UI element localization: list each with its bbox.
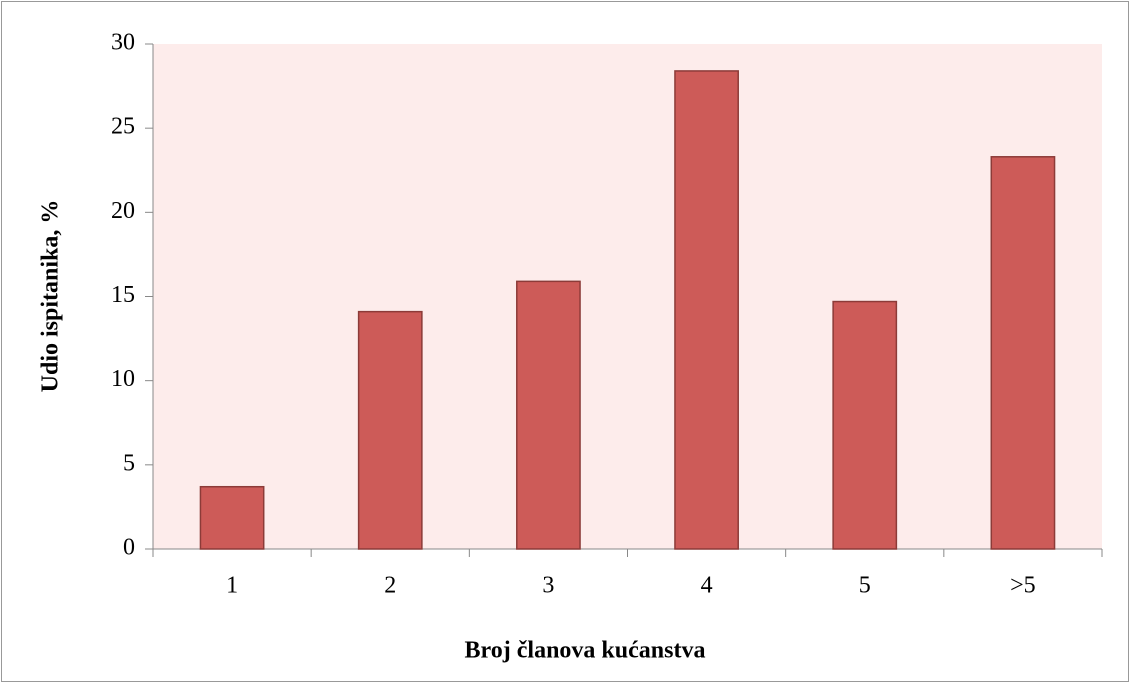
bar bbox=[516, 280, 581, 550]
y-tick-label: 10 bbox=[111, 366, 135, 392]
bar bbox=[674, 70, 739, 550]
bar bbox=[832, 300, 898, 550]
y-axis-title: Udio ispitanika, % bbox=[38, 200, 64, 393]
y-tick-label: 20 bbox=[111, 198, 135, 224]
x-axis-title: Broj članova kućanstva bbox=[465, 638, 706, 664]
y-tick-label: 0 bbox=[123, 535, 135, 561]
y-tick-label: 30 bbox=[111, 30, 135, 56]
y-tick-label: 5 bbox=[123, 450, 135, 476]
x-tick-label: 2 bbox=[384, 573, 396, 599]
y-tick-label: 25 bbox=[111, 114, 135, 140]
bar bbox=[357, 310, 423, 550]
x-tick-label: 5 bbox=[859, 573, 871, 599]
x-tick-label: 1 bbox=[226, 573, 238, 599]
bar bbox=[199, 485, 265, 550]
x-tick-label: 4 bbox=[701, 573, 713, 599]
x-tick-label: 3 bbox=[542, 573, 554, 599]
y-tick-label: 15 bbox=[111, 282, 135, 308]
bar bbox=[990, 156, 1056, 550]
plot-area bbox=[153, 44, 1102, 549]
x-tick-label: >5 bbox=[1010, 573, 1036, 599]
